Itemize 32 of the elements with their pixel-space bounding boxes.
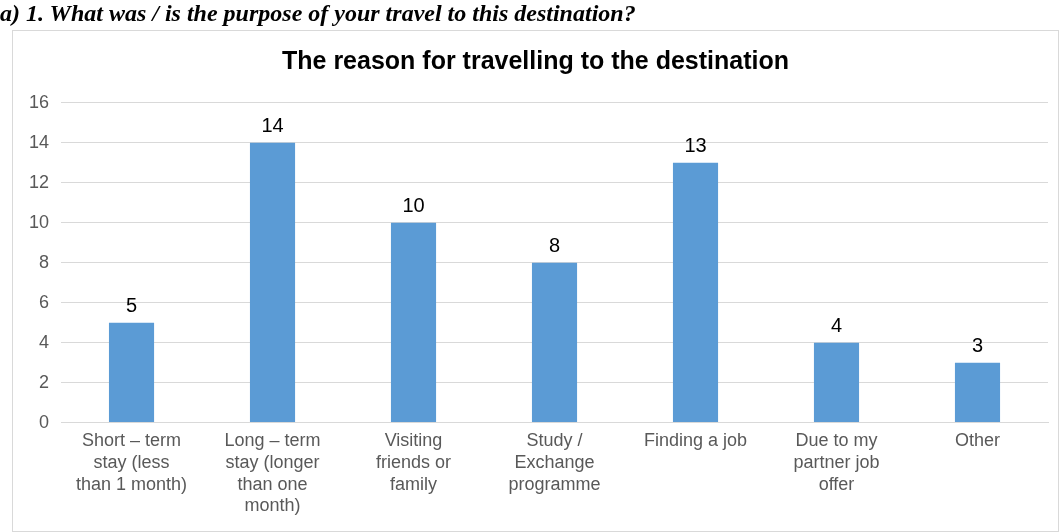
data-label: 13 xyxy=(684,134,707,157)
y-tick-label: 12 xyxy=(28,171,50,192)
y-tick-label: 6 xyxy=(39,291,50,312)
y-tick-label: 8 xyxy=(39,251,50,272)
y-tick-label: 16 xyxy=(28,91,50,112)
chart-title: The reason for travelling to the destination xyxy=(281,46,790,75)
bar xyxy=(813,342,860,423)
bar xyxy=(390,222,437,423)
x-tick-label: Finding a job xyxy=(643,430,748,451)
bar xyxy=(249,142,296,423)
data-label: 5 xyxy=(125,294,138,317)
y-tick-label: 2 xyxy=(39,371,50,392)
y-tick-label: 4 xyxy=(39,331,50,352)
x-tick-label: Visiting friends or family xyxy=(375,430,452,494)
text: a) 1. What was / is the purpose of your travel to this destination? xyxy=(0,0,636,27)
data-label: 3 xyxy=(971,334,984,357)
x-tick-label: Study / Exchange programme xyxy=(508,430,601,494)
bar xyxy=(108,322,155,423)
data-label: 8 xyxy=(548,234,561,257)
data-label: 14 xyxy=(261,114,284,137)
y-tick-label: 0 xyxy=(39,411,50,432)
x-tick-label: Long – term stay (longer than one month) xyxy=(224,430,321,516)
data-label: 10 xyxy=(402,194,425,217)
bar xyxy=(954,362,1001,423)
data-label: 4 xyxy=(830,314,843,337)
bar xyxy=(672,162,719,423)
x-tick-label: Other xyxy=(954,430,1001,451)
x-tick-label: Due to my partner job offer xyxy=(793,430,880,494)
y-tick-label: 10 xyxy=(28,211,50,232)
bar xyxy=(531,262,578,423)
y-tick-label: 14 xyxy=(28,131,50,152)
x-tick-label: Short – term stay (less than 1 month) xyxy=(75,430,188,494)
